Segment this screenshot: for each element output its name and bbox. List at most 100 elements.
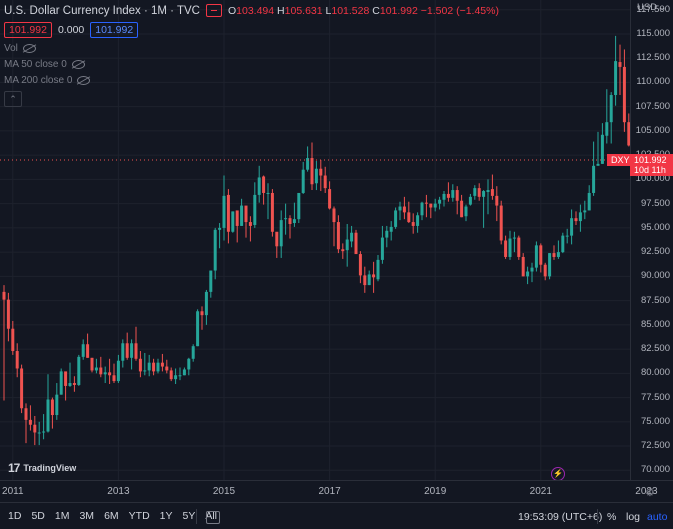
candle[interactable]	[147, 354, 151, 377]
candle[interactable]	[605, 89, 609, 144]
tradingview-logo[interactable]: 17 TradingView	[8, 461, 76, 475]
auto-toggle[interactable]: auto	[647, 511, 668, 523]
candle[interactable]	[482, 190, 486, 228]
sell-button[interactable]: 101.992	[4, 22, 52, 38]
candle[interactable]	[20, 364, 24, 414]
candlestick-chart[interactable]	[0, 0, 630, 480]
candle[interactable]	[174, 368, 178, 384]
candle[interactable]	[548, 253, 552, 280]
candle[interactable]	[583, 200, 587, 220]
candle[interactable]	[196, 309, 200, 347]
candle[interactable]	[257, 165, 261, 203]
candle[interactable]	[288, 215, 292, 239]
candle[interactable]	[512, 231, 516, 253]
candle[interactable]	[451, 184, 455, 202]
candle[interactable]	[64, 371, 68, 401]
candle[interactable]	[358, 251, 362, 284]
candle[interactable]	[596, 131, 600, 166]
range-1d[interactable]: 1D	[8, 510, 22, 522]
candle[interactable]	[323, 166, 327, 193]
candle[interactable]	[37, 421, 41, 446]
candle[interactable]	[521, 253, 525, 277]
candle[interactable]	[570, 209, 574, 245]
candle[interactable]	[592, 141, 596, 196]
candle[interactable]	[152, 358, 156, 376]
candle[interactable]	[306, 146, 310, 172]
candle[interactable]	[416, 212, 420, 233]
candle[interactable]	[614, 35, 618, 106]
range-1y[interactable]: 1Y	[159, 510, 173, 522]
chart-area[interactable]: U.S. Dollar Currency Index · 1M · TVC O1…	[0, 0, 634, 481]
candle[interactable]	[389, 221, 393, 241]
indicator-ma50[interactable]: MA 50 close 0	[4, 59, 499, 70]
clock-timezone[interactable]: 19:53:09 (UTC+6)	[518, 511, 603, 523]
candle[interactable]	[99, 356, 103, 378]
candle[interactable]	[517, 235, 521, 260]
candle[interactable]	[275, 231, 279, 258]
candle[interactable]	[310, 142, 314, 191]
percent-toggle[interactable]: %	[607, 511, 617, 523]
candle[interactable]	[539, 243, 543, 273]
candle[interactable]	[156, 358, 160, 374]
lightning-icon[interactable]: ⚡	[551, 467, 565, 481]
minus-icon[interactable]	[205, 4, 222, 17]
candle[interactable]	[534, 241, 538, 272]
candle[interactable]	[473, 185, 477, 200]
candle[interactable]	[407, 201, 411, 224]
candle[interactable]	[385, 225, 389, 248]
range-5y[interactable]: 5Y	[182, 510, 196, 522]
candle[interactable]	[578, 204, 582, 232]
range-all[interactable]: All	[205, 510, 218, 522]
candle[interactable]	[253, 182, 257, 228]
range-6m[interactable]: 6M	[104, 510, 119, 522]
candle[interactable]	[376, 255, 380, 282]
eye-hidden-icon[interactable]	[71, 60, 85, 69]
candle[interactable]	[165, 359, 169, 374]
candle[interactable]	[486, 179, 490, 215]
candle[interactable]	[42, 414, 46, 440]
candle[interactable]	[495, 186, 499, 222]
candle[interactable]	[556, 240, 560, 259]
candle[interactable]	[292, 202, 296, 227]
candle[interactable]	[24, 403, 28, 444]
candle[interactable]	[28, 405, 32, 431]
candle[interactable]	[380, 225, 384, 264]
candle[interactable]	[627, 113, 630, 147]
candle[interactable]	[499, 200, 503, 245]
candle[interactable]	[297, 192, 301, 224]
range-1m[interactable]: 1M	[54, 510, 70, 522]
candle[interactable]	[508, 230, 512, 260]
candle[interactable]	[438, 196, 442, 210]
candle[interactable]	[429, 203, 433, 219]
candle[interactable]	[266, 183, 270, 220]
candle[interactable]	[191, 344, 195, 362]
candle[interactable]	[226, 189, 230, 244]
candle[interactable]	[402, 196, 406, 220]
candle[interactable]	[420, 201, 424, 221]
candle[interactable]	[354, 229, 358, 255]
candle[interactable]	[552, 245, 556, 260]
candle[interactable]	[209, 270, 213, 298]
candle[interactable]	[460, 194, 464, 218]
candle[interactable]	[187, 357, 191, 376]
candle[interactable]	[270, 189, 274, 237]
candle[interactable]	[284, 203, 288, 235]
candle[interactable]	[143, 352, 147, 376]
candle[interactable]	[490, 174, 494, 200]
indicator-ma200[interactable]: MA 200 close 0	[4, 75, 499, 86]
candle[interactable]	[244, 205, 248, 238]
candle[interactable]	[372, 261, 376, 293]
candle[interactable]	[446, 182, 450, 202]
candle[interactable]	[433, 198, 437, 212]
candle[interactable]	[574, 211, 578, 225]
candle[interactable]	[134, 326, 138, 361]
buy-button[interactable]: 101.992	[90, 22, 139, 38]
candle[interactable]	[94, 358, 98, 374]
candle[interactable]	[6, 292, 10, 342]
candle[interactable]	[301, 161, 305, 194]
calendar-icon[interactable]	[206, 511, 220, 524]
candle[interactable]	[565, 228, 569, 244]
candle[interactable]	[138, 351, 142, 378]
candle[interactable]	[116, 354, 120, 384]
candle[interactable]	[587, 185, 591, 211]
